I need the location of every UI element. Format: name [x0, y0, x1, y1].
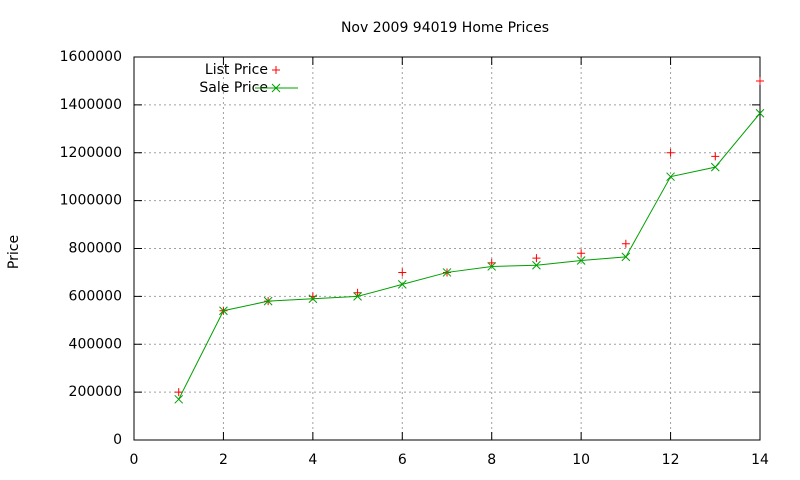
y-tick-label: 1200000 — [60, 145, 122, 161]
x-tick-label: 12 — [662, 452, 680, 468]
data-point — [711, 152, 720, 161]
x-tick-label: 14 — [751, 452, 769, 468]
data-point — [666, 172, 675, 182]
y-tick-label: 200000 — [69, 384, 122, 400]
data-point — [532, 254, 541, 263]
y-tick-label: 600000 — [69, 288, 122, 304]
x-tick-label: 4 — [308, 452, 317, 468]
data-point — [621, 239, 630, 248]
plot-border — [133, 56, 761, 441]
y-axis-label: Price — [6, 235, 22, 269]
x-tick-label: 10 — [572, 452, 590, 468]
data-point — [487, 262, 497, 271]
legend-marker — [272, 66, 280, 74]
legend-label: Sale Price — [199, 80, 268, 96]
data-point — [576, 256, 586, 265]
data-point — [219, 306, 228, 316]
y-tick-label: 1600000 — [60, 49, 122, 65]
data-point — [710, 162, 720, 172]
data-point — [174, 388, 183, 397]
data-point — [487, 258, 496, 267]
legend-marker — [271, 83, 281, 93]
y-tick-label: 400000 — [69, 336, 122, 352]
x-tick-label: 6 — [398, 452, 407, 468]
x-tick-label: 0 — [130, 452, 139, 468]
y-tick-label: 800000 — [69, 241, 122, 257]
legend-label: List Price — [205, 62, 268, 78]
data-point — [263, 296, 273, 306]
data-point — [397, 280, 407, 289]
data-point — [308, 294, 318, 304]
y-tick-label: 0 — [113, 432, 122, 448]
data-point — [353, 292, 362, 301]
data-point — [755, 108, 765, 118]
y-tick-label: 1000000 — [60, 193, 122, 209]
chart-title: Nov 2009 94019 Home Prices — [341, 20, 549, 36]
data-point — [666, 148, 675, 157]
data-point — [532, 260, 541, 270]
data-point — [442, 268, 452, 277]
x-tick-label: 8 — [487, 452, 496, 468]
x-tick-label: 2 — [219, 452, 228, 468]
data-point — [398, 268, 407, 277]
data-point — [756, 76, 764, 85]
data-point — [577, 249, 586, 258]
data-point — [353, 288, 362, 297]
data-point — [174, 394, 184, 404]
y-tick-label: 1400000 — [60, 97, 122, 113]
data-point — [621, 252, 631, 262]
series-line — [178, 112, 761, 400]
